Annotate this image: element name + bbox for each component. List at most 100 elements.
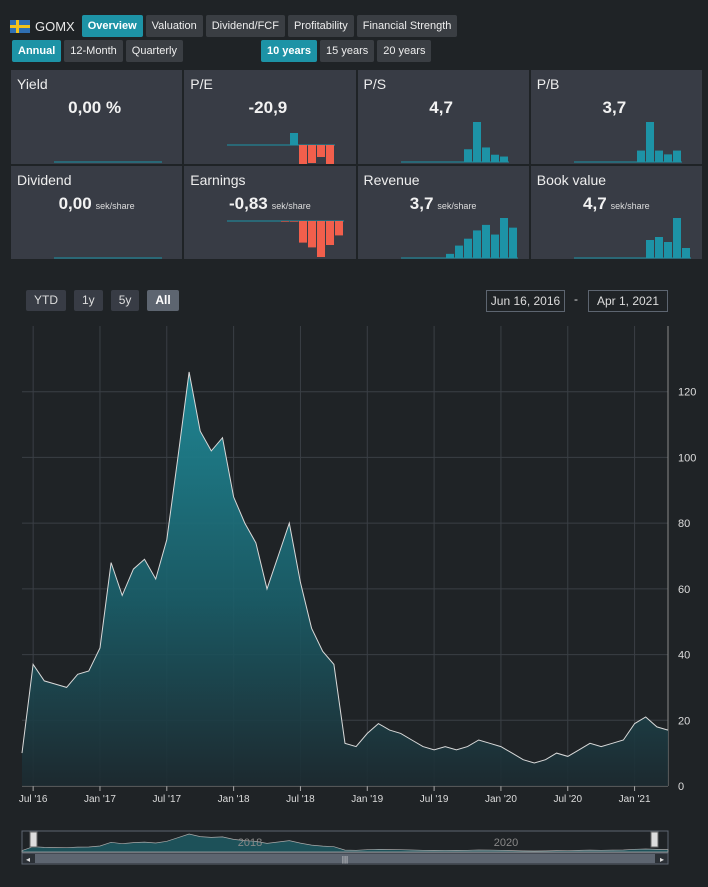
mini-bar: [654, 236, 663, 258]
x-tick-label: Jul '18: [286, 794, 315, 805]
tab-overview[interactable]: Overview: [81, 15, 143, 37]
top-tab-row: GOMX Overview Valuation Dividend/FCF Pro…: [10, 14, 460, 38]
price-chart[interactable]: 0 20 40 60 80 100 120 Jul '16 Jan '17 Jul '17 Jan…: [0, 318, 708, 810]
card-value: 3,7: [531, 98, 702, 118]
y-axis: 0 20 40 60 80 100 120: [678, 387, 696, 793]
card-yield[interactable]: Yield 0,00 %: [11, 70, 183, 164]
scrollbar-thumb[interactable]: [35, 854, 655, 863]
tab-15-years[interactable]: 15 years: [320, 40, 375, 62]
navigator-series: [21, 833, 669, 853]
mini-bar: [663, 241, 672, 258]
mini-bar-negative: [335, 220, 344, 235]
card-pe[interactable]: P/E -20,9: [184, 70, 356, 164]
tab-10-years[interactable]: 10 years: [261, 40, 318, 62]
card-ps[interactable]: P/S 4,7: [357, 70, 529, 164]
range-all-button[interactable]: All: [147, 290, 179, 311]
mini-bar: [672, 150, 681, 162]
card-pb[interactable]: P/B 3,7: [530, 70, 702, 164]
tab-dividend-fcf[interactable]: Dividend/FCF: [205, 15, 285, 37]
y-tick-label: 100: [678, 452, 696, 464]
y-tick-label: 80: [678, 518, 690, 530]
card-value: -0,83 sek/share: [184, 194, 355, 214]
scroll-right-arrow-icon[interactable]: ▸: [660, 855, 664, 864]
mini-bar: [654, 150, 663, 162]
x-tick-label: Jan '17: [84, 794, 116, 805]
mini-bar-chart: [400, 122, 509, 163]
card-title: P/B: [536, 76, 560, 92]
card-book-value[interactable]: Book value 4,7 sek/share: [530, 165, 702, 259]
card-value-text: -0,83: [228, 193, 268, 213]
mini-bar: [499, 217, 508, 258]
ticker-symbol: GOMX: [35, 18, 75, 34]
x-tick-label: Jan '18: [218, 794, 250, 805]
mini-bar: [454, 245, 463, 258]
date-separator: -: [574, 292, 578, 306]
x-tick-label: Jan '20: [485, 794, 517, 805]
tab-profitability[interactable]: Profitability: [287, 15, 354, 37]
price-line: [21, 371, 669, 764]
scroll-left-arrow-icon[interactable]: ◂: [26, 855, 30, 864]
navigator-left-handle[interactable]: [29, 831, 38, 848]
date-to-input[interactable]: [588, 290, 668, 312]
mini-bar: [663, 154, 672, 162]
x-axis: Jul '16 Jan '17 Jul '17 Jan '18 Jul '18 Jan '…: [19, 794, 651, 805]
mini-bar-negative: [290, 220, 299, 222]
tab-financial-strength[interactable]: Financial Strength: [356, 15, 458, 37]
price-area: [22, 372, 668, 786]
mini-bar: [508, 227, 517, 258]
mini-bar-negative: [326, 145, 335, 164]
card-unit: sek/share: [610, 200, 650, 211]
tab-valuation[interactable]: Valuation: [145, 15, 203, 37]
card-dividend[interactable]: Dividend 0,00 sek/share: [11, 165, 183, 259]
card-value: -20,9: [184, 98, 355, 118]
date-from-input[interactable]: [486, 290, 565, 312]
card-title: Yield: [17, 76, 48, 92]
card-unit: sek/share: [95, 200, 135, 211]
mini-bar: [472, 229, 481, 258]
card-value-text: 0,00 %: [68, 98, 122, 117]
mini-bar: [499, 156, 508, 162]
sweden-flag-icon: [10, 19, 30, 33]
mini-bar-chart: [400, 217, 518, 258]
y-tick-label: 20: [678, 715, 690, 727]
y-tick-label: 60: [678, 584, 690, 596]
mini-bar-chart: [227, 133, 336, 164]
mini-bar: [290, 133, 299, 145]
card-revenue[interactable]: Revenue 3,7 sek/share: [357, 165, 529, 259]
year-range-tabs: 10 years 15 years 20 years: [261, 40, 434, 62]
card-value-text: 3,7: [409, 193, 434, 213]
mini-bar-negative: [308, 220, 317, 247]
card-title: Dividend: [17, 171, 72, 188]
card-value: 0,00 %: [11, 98, 182, 118]
tab-quarterly[interactable]: Quarterly: [125, 40, 184, 62]
x-tick-label: Jan '21: [619, 794, 651, 805]
mini-bar-negative: [317, 220, 326, 257]
mini-bar-chart: [54, 257, 162, 258]
mini-bar-chart: [573, 217, 691, 258]
range-1y-button[interactable]: 1y: [74, 290, 103, 311]
tab-20-years[interactable]: 20 years: [377, 40, 432, 62]
y-tick-label: 40: [678, 650, 690, 662]
card-value: 4,7: [358, 98, 529, 118]
card-title: Revenue: [363, 171, 420, 188]
mini-bar-negative: [299, 145, 308, 164]
navigator-label: 2020: [494, 837, 518, 849]
card-title: P/E: [190, 76, 213, 92]
range-5y-button[interactable]: 5y: [110, 290, 140, 311]
mini-bar-negative: [308, 145, 317, 163]
mini-bar: [681, 247, 690, 258]
chart-navigator[interactable]: 2018 2020 ◂ ▸ |||: [0, 828, 708, 868]
mini-bar: [636, 150, 645, 162]
tab-annual[interactable]: Annual: [12, 40, 62, 62]
tab-12-month[interactable]: 12-Month: [64, 40, 123, 62]
mini-bar: [645, 122, 654, 162]
navigator-right-handle[interactable]: [650, 831, 659, 848]
card-earnings[interactable]: Earnings -0,83 sek/share: [184, 165, 356, 259]
card-value: 4,7 sek/share: [531, 194, 702, 214]
card-value-text: -20,9: [248, 98, 288, 117]
mini-bar: [445, 253, 454, 258]
range-selector: YTD 1y 5y All: [26, 290, 187, 311]
range-ytd-button[interactable]: YTD: [26, 290, 66, 311]
x-tick-label: Jan '19: [351, 794, 383, 805]
mini-bar-negative: [317, 145, 326, 157]
